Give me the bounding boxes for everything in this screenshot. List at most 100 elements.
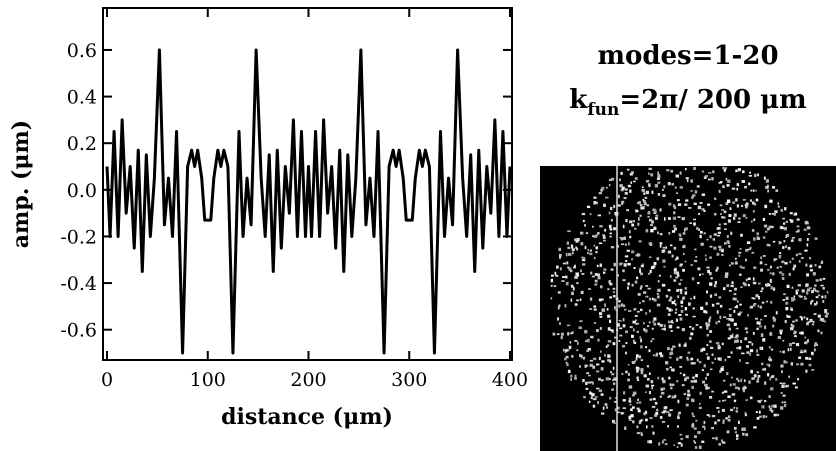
speckle-dot xyxy=(612,295,616,298)
speckle-dot xyxy=(639,269,642,273)
speckle-dot xyxy=(766,300,768,303)
speckle-dot xyxy=(637,222,640,226)
annotation-part: =2π/ 200 μm xyxy=(619,85,806,115)
speckle-dot xyxy=(638,355,642,359)
speckle-dot xyxy=(605,345,608,349)
speckle-dot xyxy=(634,360,636,363)
speckle-dot xyxy=(611,373,615,376)
speckle-dot xyxy=(713,233,717,236)
speckle-dot xyxy=(632,391,637,395)
speckle-dot xyxy=(611,177,615,181)
speckle-dot xyxy=(601,412,605,415)
speckle-dot xyxy=(815,296,819,299)
speckle-dot xyxy=(570,374,573,378)
speckle-dot xyxy=(562,348,565,352)
speckle-dot xyxy=(592,365,596,369)
speckle-dot xyxy=(805,369,808,373)
speckle-dot xyxy=(744,411,747,415)
speckle-dot xyxy=(701,440,705,443)
speckle-dot xyxy=(640,431,643,435)
speckle-dot xyxy=(706,334,709,337)
speckle-dot xyxy=(792,267,795,271)
speckle-dot xyxy=(601,309,606,312)
speckle-dot xyxy=(705,376,707,380)
speckle-dot xyxy=(598,356,601,361)
speckle-dot xyxy=(708,415,711,418)
speckle-dot xyxy=(768,226,771,230)
speckle-dot xyxy=(655,217,658,220)
speckle-dot xyxy=(612,287,616,290)
speckle-dot xyxy=(661,377,664,381)
speckle-dot xyxy=(656,408,659,412)
speckle-dot xyxy=(562,276,566,278)
speckle-dot xyxy=(629,189,632,193)
speckle-dot xyxy=(790,307,793,311)
speckle-dot xyxy=(764,326,767,330)
speckle-dot xyxy=(677,288,680,291)
speckle-dot xyxy=(736,183,740,187)
speckle-dot xyxy=(661,391,665,395)
speckle-dot xyxy=(770,348,774,351)
speckle-dot xyxy=(739,265,742,268)
speckle-dot xyxy=(631,171,634,174)
speckle-dot xyxy=(656,178,660,180)
speckle-dot xyxy=(638,253,641,257)
speckle-dot xyxy=(645,312,648,315)
speckle-dot xyxy=(622,279,626,282)
speckle-dot xyxy=(591,397,594,400)
speckle-dot xyxy=(686,397,690,401)
speckle-dot xyxy=(718,443,722,446)
speckle-dot xyxy=(711,353,714,356)
speckle-dot xyxy=(701,347,706,351)
speckle-dot xyxy=(586,205,591,209)
speckle-dot xyxy=(666,169,670,172)
speckle-dot xyxy=(655,354,658,357)
speckle-dot xyxy=(703,364,706,368)
speckle-dot xyxy=(728,264,731,267)
speckle-dot xyxy=(723,316,727,318)
speckle-dot xyxy=(780,364,784,368)
speckle-dot xyxy=(735,169,738,173)
speckle-dot xyxy=(764,400,767,403)
speckle-dot xyxy=(771,404,775,408)
speckle-dot xyxy=(651,327,654,330)
speckle-dot xyxy=(566,363,569,367)
speckle-dot xyxy=(762,415,766,419)
speckle-dot xyxy=(675,308,678,311)
speckle-dot xyxy=(696,227,699,230)
speckle-dot xyxy=(635,254,639,257)
speckle-dot xyxy=(673,204,675,208)
speckle-dot xyxy=(589,252,593,256)
speckle-dot xyxy=(669,296,673,300)
speckle-dot xyxy=(667,182,671,186)
speckle-dot xyxy=(645,296,648,298)
speckle-dot xyxy=(733,213,737,217)
speckle-dot xyxy=(581,212,586,216)
speckle-dot xyxy=(729,314,732,317)
speckle-dot xyxy=(685,177,689,180)
speckle-dot xyxy=(690,179,694,183)
speckle-dot xyxy=(662,194,666,197)
speckle-dot xyxy=(756,371,759,374)
speckle-dot xyxy=(677,274,680,277)
speckle-dot xyxy=(785,245,787,248)
speckle-dot xyxy=(617,323,620,327)
speckle-dot xyxy=(785,307,789,311)
speckle-dot xyxy=(641,186,644,189)
speckle-dot xyxy=(751,297,754,299)
speckle-dot xyxy=(759,305,762,309)
speckle-dot xyxy=(796,225,800,228)
speckle-dot xyxy=(663,406,667,410)
speckle-dot xyxy=(590,335,594,339)
speckle-dot xyxy=(677,216,681,218)
speckle-dot xyxy=(693,202,697,205)
speckle-dot xyxy=(745,248,749,252)
speckle-dot xyxy=(607,327,611,331)
speckle-dot xyxy=(594,284,598,286)
speckle-dot xyxy=(721,253,724,257)
speckle-dot xyxy=(691,277,695,281)
speckle-dot xyxy=(687,389,690,393)
speckle-dot xyxy=(706,386,711,389)
speckle-dot xyxy=(726,240,730,243)
